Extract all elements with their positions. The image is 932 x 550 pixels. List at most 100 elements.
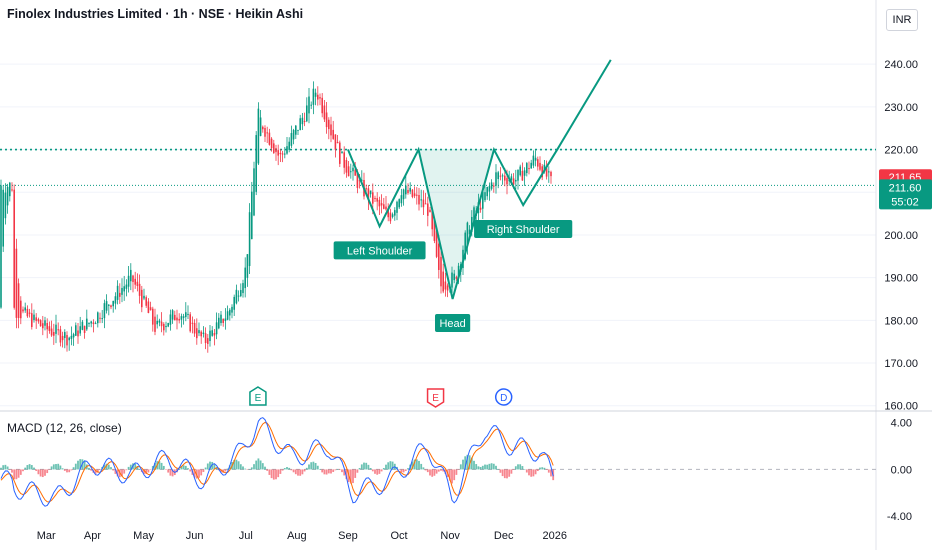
macd-histogram-bar xyxy=(123,469,126,474)
macd-histogram-bar xyxy=(187,468,189,470)
candle-body xyxy=(202,332,205,334)
macd-histogram-bar xyxy=(107,464,110,470)
macd-histogram-bar xyxy=(323,469,326,475)
candle-body xyxy=(530,162,532,169)
candle-body xyxy=(420,199,422,201)
candle-body xyxy=(284,153,286,155)
time-tick-label: Jul xyxy=(239,530,253,542)
candle-body xyxy=(526,163,528,174)
candle-body xyxy=(53,332,55,336)
macd-histogram-bar xyxy=(479,466,482,470)
candle-body xyxy=(277,150,279,156)
macd-histogram-bar xyxy=(261,463,264,470)
price-tick-label: 230.00 xyxy=(884,102,918,114)
macd-histogram-bar xyxy=(171,469,174,477)
macd-histogram-bar xyxy=(184,465,187,470)
pattern-label-box xyxy=(435,313,471,332)
candle-body xyxy=(39,320,42,327)
candle-body xyxy=(110,305,112,308)
candle-body xyxy=(464,232,466,259)
macd-histogram-bar xyxy=(57,463,60,470)
candle-body xyxy=(114,296,117,304)
candle-body xyxy=(108,304,110,306)
candle-body xyxy=(319,97,321,99)
macd-histogram-bar xyxy=(277,469,280,478)
candle-body xyxy=(138,283,141,296)
candle-body xyxy=(519,166,521,176)
candle-body xyxy=(273,143,275,153)
macd-label[interactable]: MACD (12, 26, close) xyxy=(7,421,122,435)
price-tick-label: 240.00 xyxy=(884,59,918,71)
candle-body xyxy=(482,191,484,209)
candle-body xyxy=(343,152,345,168)
candle-body xyxy=(193,322,196,334)
candle-body xyxy=(402,189,405,200)
candle-body xyxy=(534,157,537,161)
candle-body xyxy=(290,133,293,146)
macd-histogram-bar xyxy=(545,469,548,470)
macd-histogram-bar xyxy=(512,469,515,470)
candle-body xyxy=(240,290,242,297)
macd-histogram-bar xyxy=(495,465,497,470)
candle-body xyxy=(75,325,77,336)
candle-body xyxy=(356,172,359,188)
macd-histogram-bar xyxy=(490,463,493,470)
candle-body xyxy=(347,166,350,177)
candle-body xyxy=(295,125,297,135)
candle-body xyxy=(350,171,352,173)
macd-histogram-bar xyxy=(517,464,519,470)
macd-histogram-bar xyxy=(2,465,5,470)
candle-body xyxy=(66,335,68,346)
macd-histogram-bar xyxy=(26,465,29,470)
candle-body xyxy=(455,276,458,279)
candle-body xyxy=(517,169,519,181)
candle-body xyxy=(262,126,264,130)
candle-body xyxy=(116,285,119,300)
candle-body xyxy=(130,269,132,282)
candle-body xyxy=(99,317,101,319)
candle-body xyxy=(468,229,471,235)
candle-body xyxy=(28,312,31,314)
macd-histogram-bar xyxy=(354,469,357,478)
candle-body xyxy=(314,92,317,97)
candle-body xyxy=(328,119,330,130)
candle-body xyxy=(169,314,172,325)
candle-body xyxy=(310,104,312,106)
macd-histogram-bar xyxy=(488,463,491,470)
macd-histogram-bar xyxy=(88,467,90,470)
candle-body xyxy=(154,316,156,332)
candle-body xyxy=(191,322,194,324)
pattern-drawing: Left Shoulder Head Right Shoulder xyxy=(333,59,612,332)
macd-histogram-bar xyxy=(437,469,440,472)
macd-histogram-bar xyxy=(244,468,247,470)
candle-body xyxy=(497,172,499,180)
candle-body xyxy=(86,318,88,330)
head-fill xyxy=(418,149,494,299)
candle-body xyxy=(281,153,284,155)
macd-histogram-bar xyxy=(407,468,409,470)
candle-body xyxy=(50,328,53,336)
candle-body xyxy=(244,267,246,289)
candle-body xyxy=(101,318,103,320)
candle-body xyxy=(211,330,213,336)
time-tick-label: Dec xyxy=(494,530,514,542)
macd-histogram-bar xyxy=(143,469,145,474)
time-tick-label: Oct xyxy=(391,530,408,542)
candle-body xyxy=(429,209,431,213)
macd-histogram-bar xyxy=(514,466,517,470)
macd-histogram-bar xyxy=(541,467,544,470)
candle-body xyxy=(433,220,436,241)
currency-button[interactable]: INR xyxy=(886,9,918,31)
macd-histogram-bar xyxy=(330,469,332,474)
candle-body xyxy=(145,297,147,306)
candle-body xyxy=(15,248,18,318)
candle-body xyxy=(59,329,62,343)
candle-body xyxy=(127,275,130,287)
countdown-text: 55:02 xyxy=(891,196,919,208)
time-tick-label: Sep xyxy=(338,530,358,542)
price-axis: 160.00170.00180.00190.00200.00210.00220.… xyxy=(884,59,918,413)
candle-body xyxy=(213,333,216,336)
candle-body xyxy=(81,321,84,330)
price-tick-label: 160.00 xyxy=(884,401,918,413)
candle-body xyxy=(176,317,178,321)
